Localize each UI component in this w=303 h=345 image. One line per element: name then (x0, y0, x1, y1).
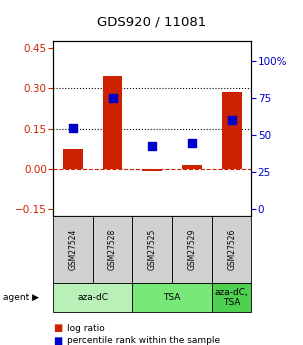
Text: GSM27525: GSM27525 (148, 229, 157, 270)
Point (110, 95, 115, 101)
Text: GDS920 / 11081: GDS920 / 11081 (97, 16, 206, 29)
Text: aza-dC,
TSA: aza-dC, TSA (215, 287, 248, 307)
Point (70, 125, 75, 130)
Point (150, 143, 155, 148)
Bar (142, 169, 162, 171)
Text: GSM27526: GSM27526 (227, 229, 236, 270)
Bar (182, 165, 202, 169)
Bar (63, 149, 83, 169)
Text: GSM27524: GSM27524 (68, 229, 77, 270)
Point (229, 118, 234, 123)
Text: log ratio: log ratio (67, 324, 105, 333)
Bar (222, 92, 241, 169)
Text: aza-dC: aza-dC (77, 293, 108, 302)
Bar (103, 76, 122, 169)
Text: ■: ■ (53, 336, 62, 345)
Text: ■: ■ (53, 323, 62, 333)
Text: GSM27529: GSM27529 (188, 229, 196, 270)
Text: GSM27528: GSM27528 (108, 229, 117, 270)
Point (190, 140, 195, 145)
Text: percentile rank within the sample: percentile rank within the sample (67, 336, 220, 345)
Text: TSA: TSA (163, 293, 181, 302)
Text: agent ▶: agent ▶ (3, 293, 39, 302)
